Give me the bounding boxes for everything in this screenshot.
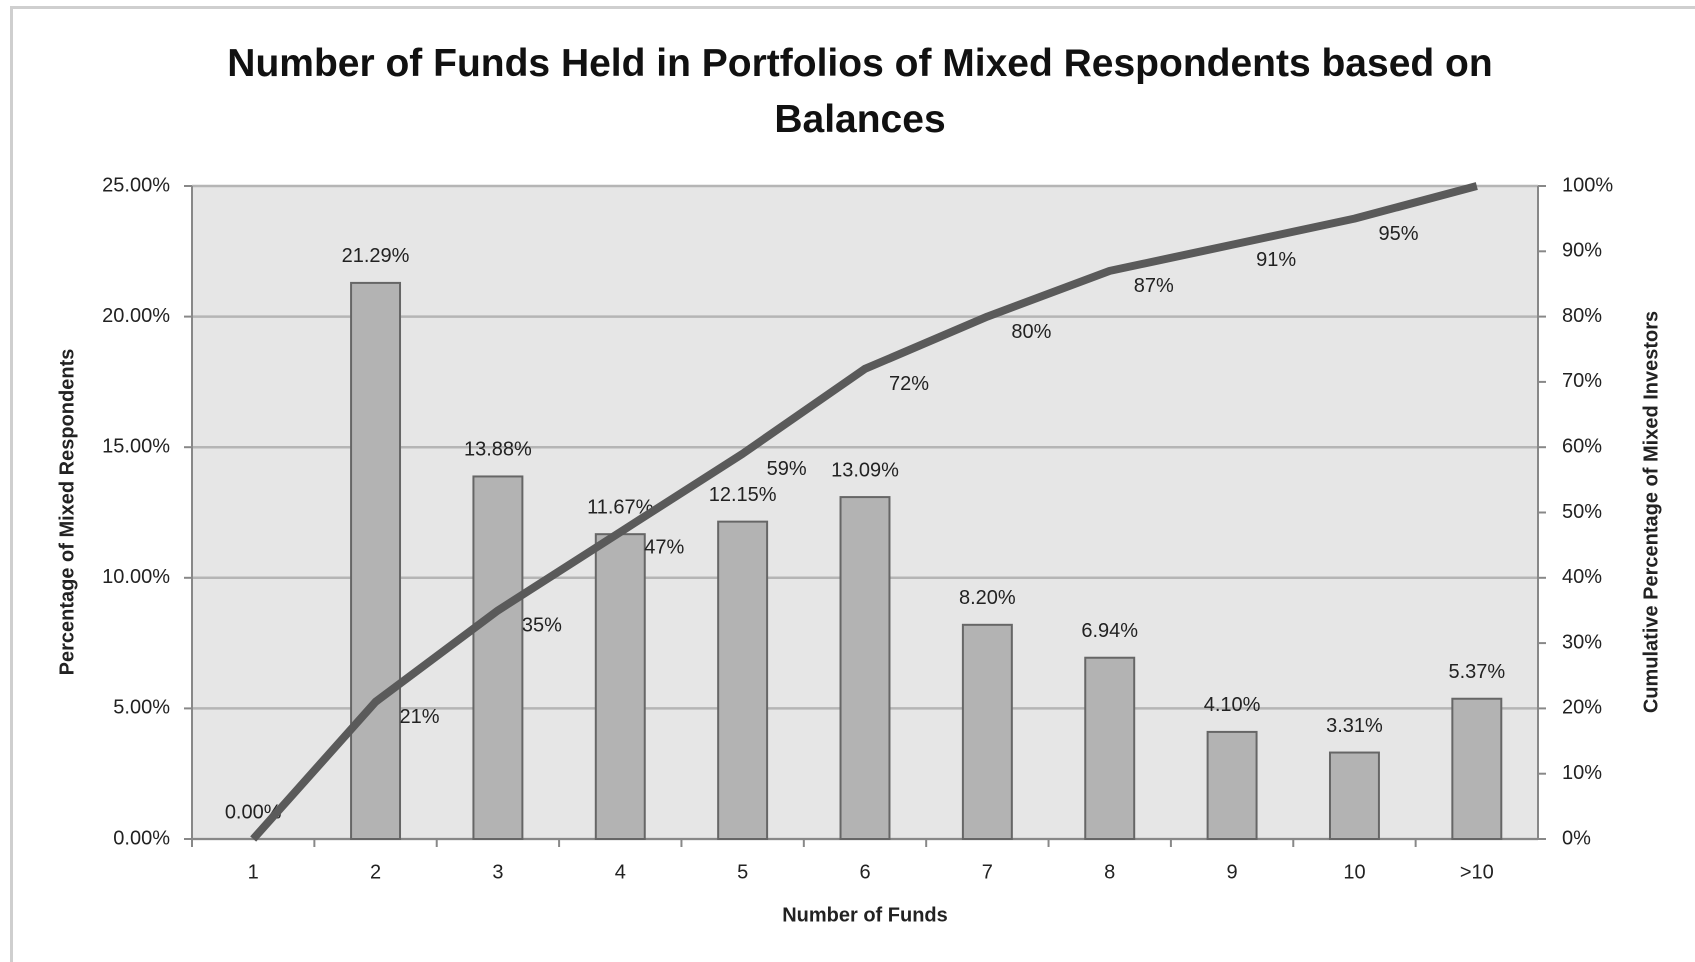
bar-value-label: 13.09% (831, 459, 899, 481)
y2-tick-label: 10% (1562, 762, 1602, 784)
x-tick-label: 9 (1227, 861, 1238, 883)
x-tick-label: >10 (1460, 861, 1494, 883)
bar (594, 533, 646, 841)
x-tick-label: 1 (248, 861, 259, 883)
bar (472, 475, 524, 840)
y2-tick-label: 70% (1562, 370, 1602, 392)
y2-tick-label: 20% (1562, 697, 1602, 719)
bar-value-label: 13.88% (464, 439, 532, 461)
chart-frame (10, 6, 1695, 962)
y-tick-label: 0.00% (113, 827, 170, 849)
bar (961, 623, 1013, 840)
line-value-label: 59% (767, 458, 807, 480)
bar-value-label: 21.29% (342, 245, 410, 267)
bar (717, 520, 769, 841)
bar-value-label: 8.20% (959, 587, 1016, 609)
y2-tick-label: 0% (1562, 827, 1591, 849)
y2-axis-label: Cumulative Percentage of Mixed Investors (1640, 311, 1662, 713)
y-tick-label: 10.00% (102, 566, 170, 588)
chart-title: Number of Funds Held in Portfolios of Mi… (227, 42, 1493, 141)
bar-value-label: 4.10% (1204, 694, 1261, 716)
x-tick-label: 5 (737, 861, 748, 883)
x-tick-label: 4 (615, 861, 626, 883)
bar-value-label: 12.15% (709, 484, 777, 506)
line-value-label: 35% (522, 615, 562, 637)
bar (1451, 697, 1503, 840)
bar-value-label: 3.31% (1326, 715, 1383, 737)
x-tick-label: 8 (1104, 861, 1115, 883)
cumulative-line (250, 182, 1478, 842)
y2-tick-label: 80% (1562, 305, 1602, 327)
y-tick-label: 15.00% (102, 435, 170, 457)
y-axis-label: Percentage of Mixed Respondents (56, 349, 78, 676)
y2-tick-label: 40% (1562, 566, 1602, 588)
x-tick-label: 2 (370, 861, 381, 883)
line-value-label: 80% (1011, 321, 1051, 343)
bar (350, 281, 402, 840)
bar-value-label: 5.37% (1448, 661, 1505, 683)
y-tick-label: 20.00% (102, 305, 170, 327)
bar (1206, 730, 1258, 841)
x-tick-label: 10 (1343, 861, 1365, 883)
y2-tick-label: 100% (1562, 174, 1613, 196)
line-value-label: 47% (644, 536, 684, 558)
bar (839, 496, 891, 840)
line-value-label: 95% (1378, 223, 1418, 245)
y2-tick-label: 90% (1562, 240, 1602, 262)
y2-tick-label: 60% (1562, 435, 1602, 457)
y-tick-label: 5.00% (113, 697, 170, 719)
x-axis-label: Number of Funds (782, 904, 948, 926)
line-value-label: 91% (1256, 249, 1296, 271)
line-value-label: 87% (1134, 275, 1174, 297)
bar-value-label: 11.67% (587, 496, 654, 518)
line-value-label: 72% (889, 373, 929, 395)
line-value-label: 21% (400, 706, 440, 728)
x-tick-label: 6 (859, 861, 870, 883)
y2-tick-label: 30% (1562, 631, 1602, 653)
y2-tick-label: 50% (1562, 501, 1602, 523)
bar (1084, 656, 1136, 840)
x-tick-label: 3 (492, 861, 503, 883)
x-tick-label: 7 (982, 861, 993, 883)
bar (1328, 751, 1380, 840)
bar-value-label: 6.94% (1081, 620, 1138, 642)
y-tick-label: 25.00% (102, 174, 170, 196)
